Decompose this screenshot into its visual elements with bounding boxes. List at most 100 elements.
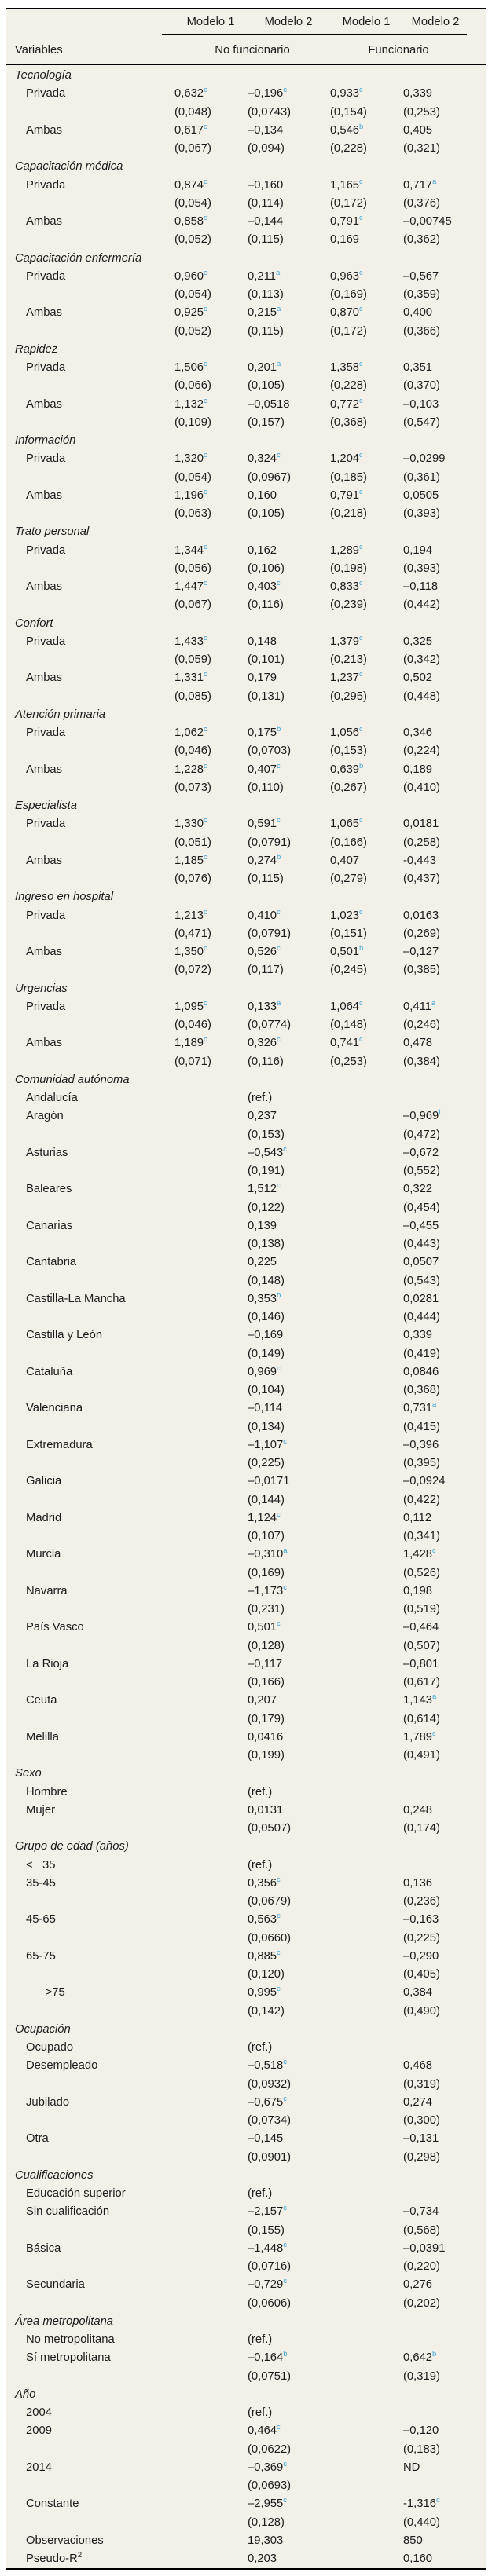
- coefficient-value: [330, 1217, 403, 1235]
- section-row: Ocupación: [15, 2021, 467, 2039]
- standard-error-value: (0,359): [403, 288, 440, 301]
- standard-error-value: (0,115): [248, 324, 284, 338]
- standard-error-value: (0,166): [248, 1676, 285, 1689]
- standard-error-value: (0,246): [403, 1019, 440, 1031]
- coefficient-value: 0,791c: [330, 487, 363, 502]
- coefficient-value: [174, 1144, 248, 1162]
- empty-label-cell: [15, 834, 174, 852]
- significance-superscript: c: [204, 542, 207, 551]
- standard-error-value: (0,393): [403, 562, 440, 575]
- standard-error-value: [330, 1491, 403, 1509]
- variable-label: Ambas: [26, 580, 63, 593]
- standard-error-value: [330, 1528, 403, 1546]
- coefficient-value: [330, 1436, 403, 1454]
- coefficient-value: 0,162: [248, 543, 277, 557]
- standard-error-value: (0,0774): [248, 1019, 292, 1031]
- coefficient-value: 0,0505: [403, 488, 439, 502]
- significance-superscript: c: [359, 579, 363, 588]
- coefficient-value: 0,963c: [330, 268, 363, 283]
- variable-label: Andalucía: [26, 1092, 78, 1104]
- standard-error-value: (0,507): [403, 1639, 440, 1652]
- standard-error-value: (0,0967): [248, 470, 292, 484]
- significance-superscript: c: [204, 396, 207, 405]
- coefficient-value: [330, 1473, 403, 1491]
- standard-error-value: (0,0751): [248, 2369, 292, 2383]
- standard-error-value: [403, 2477, 467, 2495]
- empty-label-cell: [15, 1016, 174, 1034]
- coefficient-value: –0,290: [403, 1949, 439, 1963]
- standard-error-value: [174, 2514, 248, 2532]
- empty-label-cell: [15, 286, 174, 304]
- standard-error-value: (0,258): [403, 836, 440, 849]
- coefficient-value: 850: [403, 2534, 423, 2547]
- significance-superscript: c: [283, 2094, 288, 2103]
- coefficient-row: Privada 1,320c 0,324c 1,204c –0,0299: [15, 450, 467, 468]
- coefficient-value: –0,164b: [248, 2350, 288, 2365]
- empty-label-cell: [15, 2112, 174, 2130]
- variable-label: Ceuta: [26, 1694, 57, 1707]
- section-title: Grupo de edad (años): [15, 1840, 129, 1853]
- coefficient-row: Constante –2,955c -1,316c: [15, 2495, 467, 2513]
- standard-error-value: (0,617): [403, 1676, 440, 1689]
- standard-error-row: (0,120) (0,405): [15, 1966, 467, 1984]
- standard-error-value: (0,298): [403, 2150, 440, 2164]
- standard-error-value: (0,245): [330, 964, 367, 977]
- standard-error-row: (0,138) (0,443): [15, 1235, 467, 1253]
- section-title: Cualificaciones: [15, 2168, 94, 2182]
- coefficient-value: –0,396: [403, 1438, 439, 1451]
- coefficient-value: (ref.): [248, 2333, 273, 2346]
- coefficient-value: –0,114: [248, 1402, 283, 1415]
- coefficient-value: -1,316c: [403, 2496, 440, 2511]
- standard-error-value: (0,321): [403, 142, 440, 155]
- coefficient-value: [330, 1583, 403, 1601]
- standard-error-value: (0,174): [403, 1822, 440, 1835]
- variable-label: Privada: [26, 361, 66, 374]
- significance-superscript: a: [432, 1692, 437, 1702]
- coefficient-row: Asturias –0,543c –0,672: [15, 1144, 467, 1162]
- standard-error-value: [330, 1930, 403, 1948]
- coefficient-value: –0,464: [403, 1621, 439, 1634]
- empty-label-cell: [15, 1528, 174, 1546]
- standard-error-value: (0,157): [248, 415, 285, 429]
- variable-label: Ambas: [26, 123, 63, 137]
- coefficient-row: Otra –0,145 –0,131: [15, 2130, 467, 2148]
- coefficient-value: 0,325: [403, 635, 433, 648]
- empty-label-cell: [15, 1418, 174, 1436]
- coefficient-value: 0,870c: [330, 305, 363, 320]
- coefficient-value: –0,0299: [403, 452, 446, 466]
- coefficient-row: 2014 –0,369c ND: [15, 2459, 467, 2477]
- standard-error-value: [174, 2112, 248, 2130]
- standard-error-value: (0,071): [174, 1055, 211, 1068]
- standard-error-value: (0,122): [248, 1201, 285, 1214]
- significance-superscript: c: [359, 451, 363, 460]
- coefficient-value: 0,546b: [330, 122, 364, 137]
- standard-error-value: (0,155): [248, 2223, 285, 2237]
- empty-label-cell: [15, 140, 174, 158]
- standard-error-value: (0,183): [403, 2442, 440, 2456]
- coefficient-row: Cantabria 0,225 0,0507: [15, 1253, 467, 1272]
- coefficient-value: –0,120: [403, 2424, 439, 2438]
- standard-error-value: (0,199): [248, 1749, 285, 1762]
- standard-error-value: (0,224): [403, 745, 440, 758]
- empty-label-cell: [15, 2368, 174, 2386]
- coefficient-value: [174, 1290, 248, 1308]
- variable-label: Ambas: [26, 488, 63, 502]
- standard-error-value: (0,128): [248, 1639, 285, 1652]
- empty-label-cell: [15, 742, 174, 760]
- significance-superscript: c: [204, 177, 207, 186]
- coefficient-value: 0,874c: [174, 177, 207, 192]
- coefficient-value: 1,330c: [174, 816, 207, 831]
- coefficient-row: Sin cualificación –2,157c –0,734: [15, 2203, 467, 2221]
- coefficient-value: [330, 2276, 403, 2294]
- coefficient-value: 0,403c: [248, 579, 281, 593]
- standard-error-value: (0,410): [403, 781, 440, 794]
- standard-error-value: (0,113): [248, 288, 284, 301]
- standard-error-value: (0,0901): [248, 2150, 292, 2164]
- coefficient-value: –1,107c: [248, 1436, 288, 1451]
- standard-error-value: (0,172): [330, 324, 367, 338]
- variable-label: Constante: [26, 2497, 79, 2511]
- standard-error-value: (0,148): [330, 1019, 367, 1031]
- significance-superscript: c: [283, 2277, 288, 2286]
- coefficient-value: [174, 1436, 248, 1454]
- significance-superscript: c: [204, 907, 207, 917]
